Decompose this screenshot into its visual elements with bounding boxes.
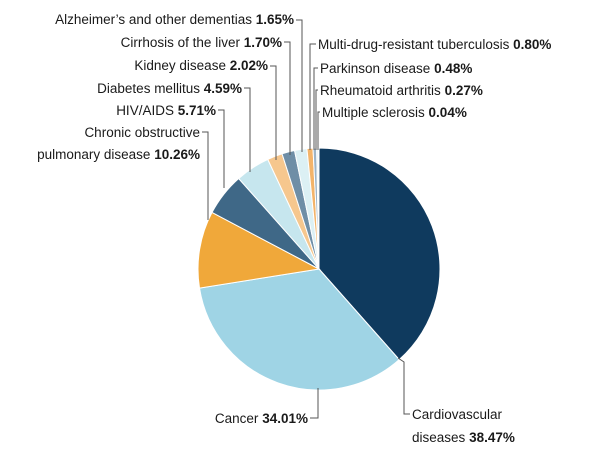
label-cardio-line1: Cardiovascular <box>412 407 503 422</box>
leader-ms <box>317 111 320 150</box>
label-alzheimer: Alzheimer’s and other dementias 1.65% <box>55 12 294 27</box>
leader-cancer <box>310 388 319 419</box>
leader-hiv <box>218 109 225 188</box>
pie-slices <box>197 147 441 391</box>
label-ra: Rheumatoid arthritis 0.27% <box>320 83 483 98</box>
label-copd-line1: Chronic obstructive <box>84 125 200 140</box>
label-ms: Multiple sclerosis 0.04% <box>322 105 467 120</box>
pie-slice-cardiovascular-diseases <box>318 147 441 361</box>
leader-copd <box>202 131 209 220</box>
label-hiv: HIV/AIDS 5.71% <box>116 103 216 118</box>
leader-kidney <box>270 65 277 160</box>
label-copd-line2: pulmonary disease 10.26% <box>37 147 200 162</box>
label-cirrhosis: Cirrhosis of the liver 1.70% <box>121 35 282 50</box>
label-parkinson: Parkinson disease 0.48% <box>320 61 472 76</box>
slice-labels: Alzheimer’s and other dementias 1.65% Ci… <box>37 12 308 426</box>
label-diabetes: Diabetes mellitus 4.59% <box>97 81 242 96</box>
leader-cardio <box>397 357 410 415</box>
label-kidney: Kidney disease 2.02% <box>134 58 268 73</box>
slice-labels-right: Multi-drug-resistant tuberculosis 0.80% … <box>318 37 551 445</box>
leader-cirrhosis <box>284 41 291 155</box>
leader-lines <box>202 19 410 419</box>
label-cancer: Cancer 34.01% <box>215 411 308 426</box>
label-cardio-line2: diseases 38.47% <box>412 430 515 445</box>
leader-diabetes <box>244 87 251 172</box>
pie-slice-chronic-obstructive-pulmonary-disease <box>197 211 321 289</box>
leader-alzheimer <box>296 19 303 152</box>
pie-slice-cancer <box>198 268 400 391</box>
leader-parkinson <box>313 67 318 150</box>
leader-tb <box>309 43 316 150</box>
label-tb: Multi-drug-resistant tuberculosis 0.80% <box>318 37 551 52</box>
leader-ra <box>315 89 318 150</box>
